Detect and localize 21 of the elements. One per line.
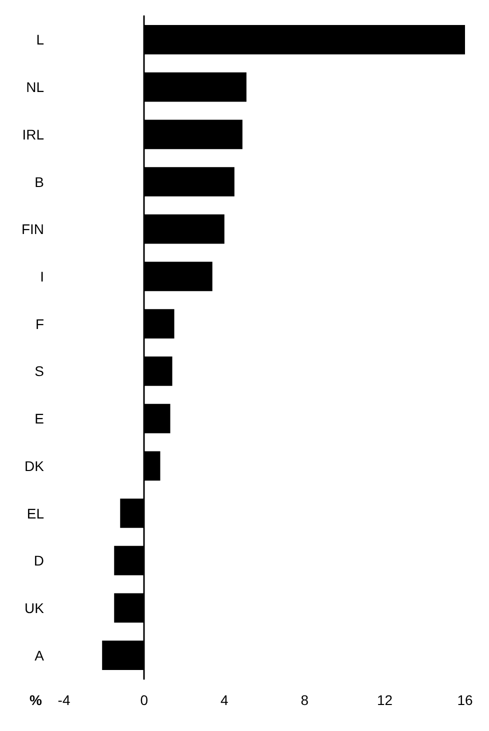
y-tick-label: B	[34, 174, 44, 190]
y-tick-label: S	[34, 363, 44, 380]
x-axis-title: %	[30, 692, 43, 708]
y-tick-label: D	[34, 552, 44, 569]
x-tick-label: 12	[377, 692, 393, 708]
y-tick-label: A	[34, 647, 45, 664]
x-tick-label: -4	[58, 692, 70, 708]
y-tick-label: DK	[24, 458, 45, 474]
y-tick-label: I	[40, 268, 44, 284]
y-tick-label: NL	[26, 79, 44, 96]
x-tick-label: 16	[457, 692, 473, 708]
x-tick-label: 0	[140, 692, 148, 708]
y-tick-label: F	[35, 316, 44, 332]
y-tick-label: IRL	[22, 126, 44, 142]
y-tick-label: FIN	[21, 221, 44, 238]
y-tick-label: UK	[24, 600, 45, 616]
x-tick-label: 8	[300, 692, 309, 708]
x-tick-label: 4	[220, 692, 228, 708]
y-tick-label: EL	[26, 505, 44, 522]
y-tick-label: L	[36, 32, 44, 48]
y-tick-label: E	[34, 410, 44, 427]
